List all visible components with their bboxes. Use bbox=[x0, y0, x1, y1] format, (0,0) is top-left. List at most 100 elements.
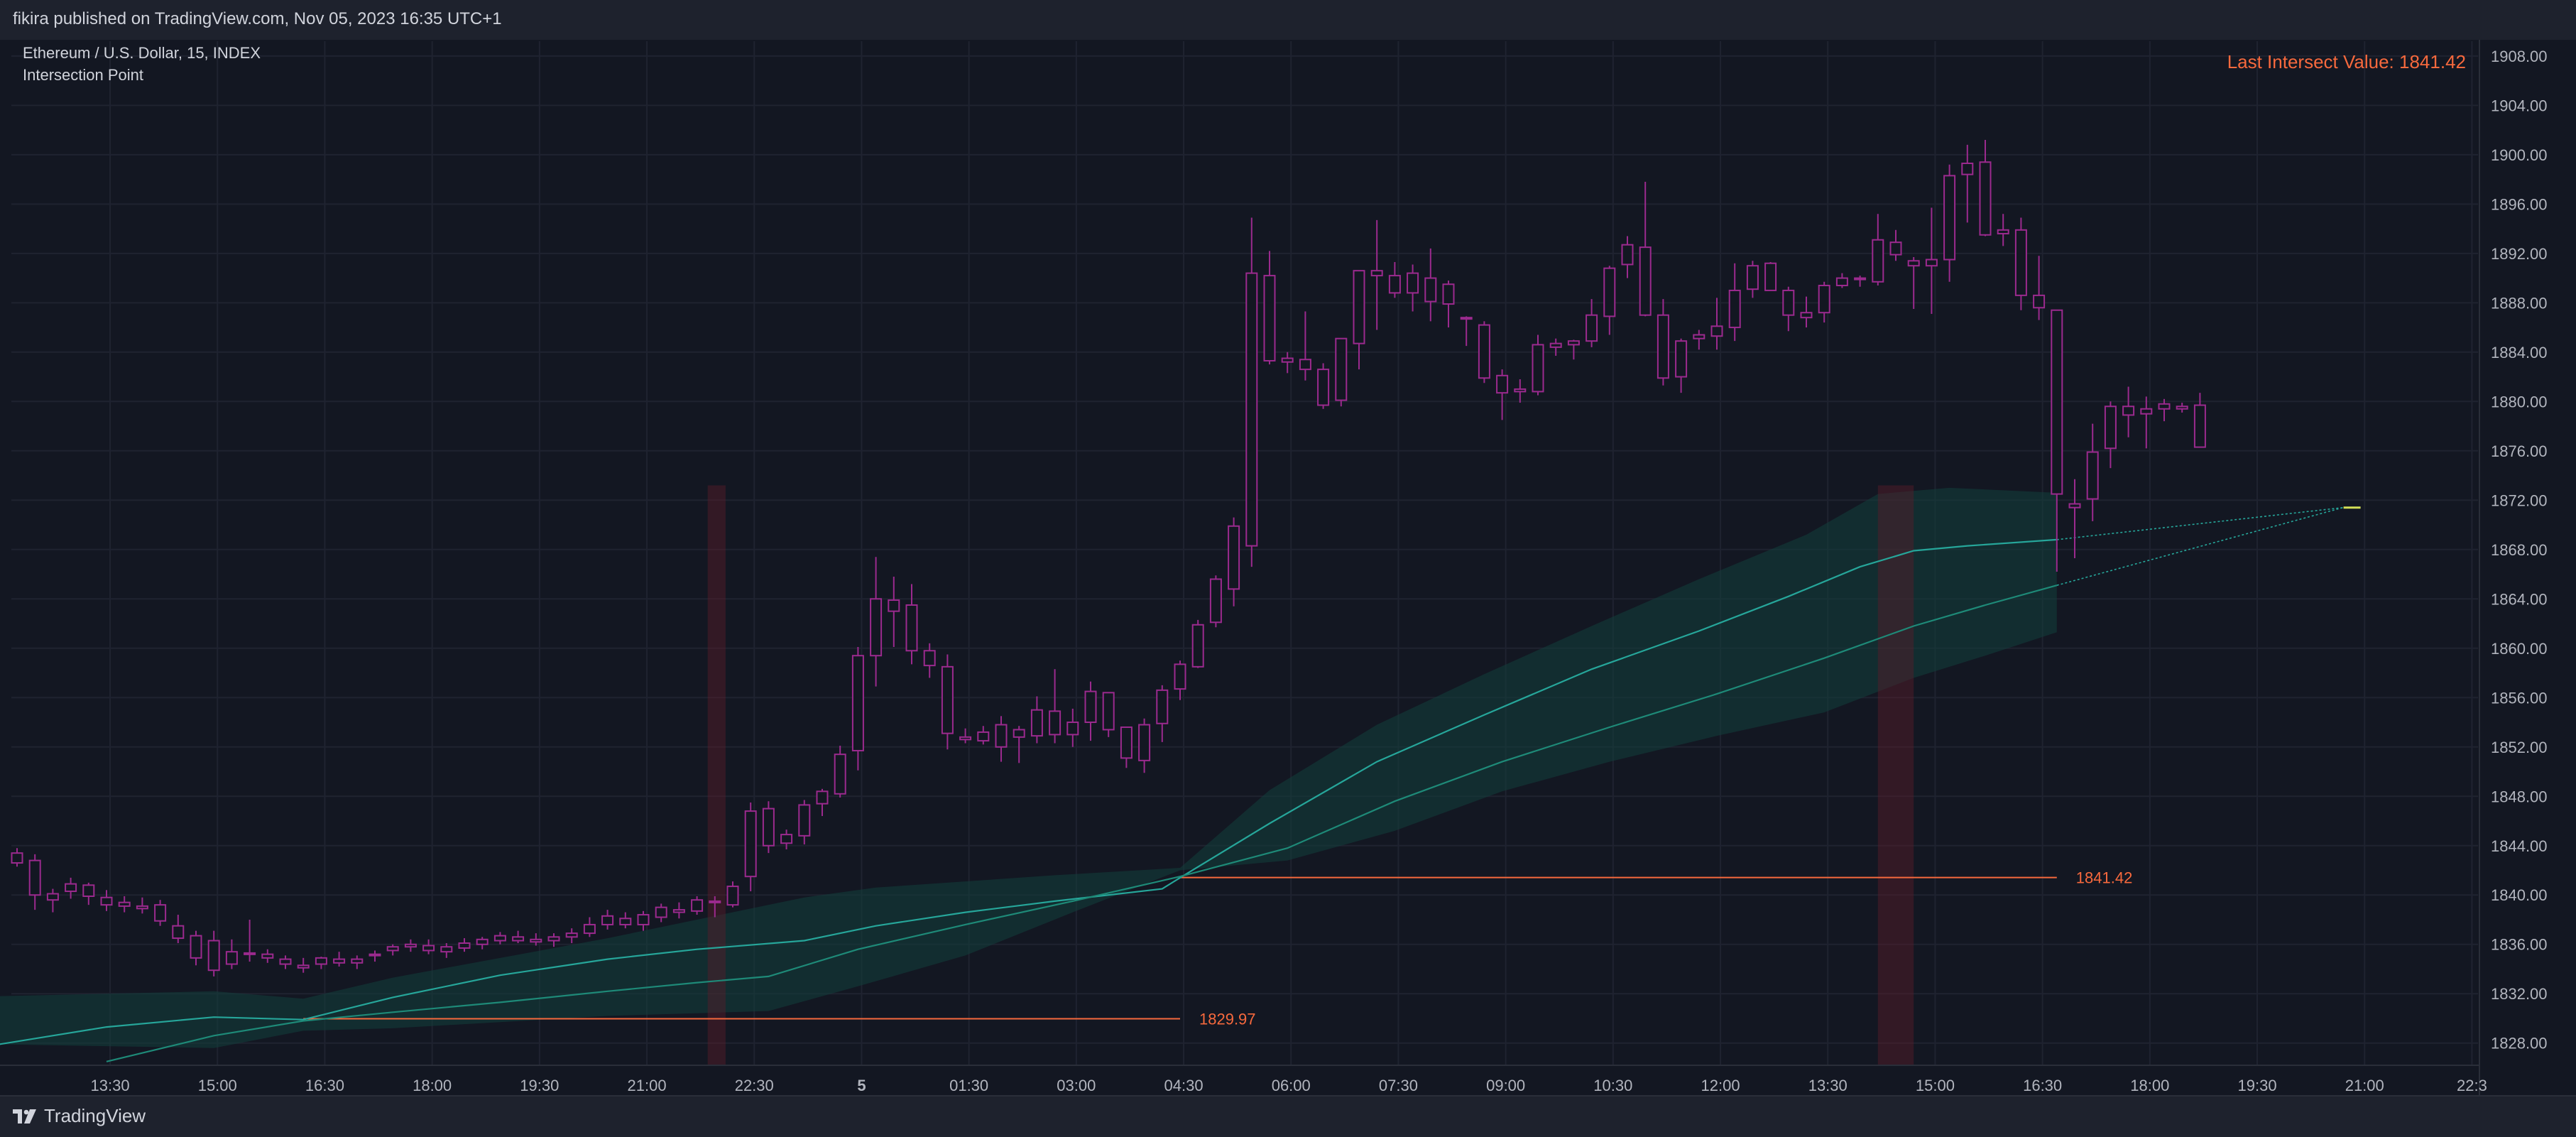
candle-body bbox=[1854, 277, 1867, 281]
time-tick-label: 5 bbox=[857, 1077, 866, 1094]
price-tick-label: 1880.00 bbox=[2491, 393, 2548, 410]
intersection-highlight bbox=[1877, 485, 1914, 1065]
candle bbox=[1657, 299, 1669, 386]
candle-body bbox=[1889, 241, 1902, 256]
candle-body bbox=[1228, 525, 1240, 590]
last-intersect-label: Last Intersect Value: 1841.42 bbox=[2227, 51, 2466, 72]
candle-body bbox=[1102, 692, 1115, 731]
candle-body bbox=[565, 932, 578, 938]
candle-body bbox=[1353, 270, 1365, 344]
candle-body bbox=[1120, 726, 1133, 759]
price-tick-label: 1872.00 bbox=[2491, 491, 2548, 509]
price-tick-label: 1828.00 bbox=[2491, 1035, 2548, 1052]
price-tick-label: 1848.00 bbox=[2491, 788, 2548, 805]
candle bbox=[493, 932, 506, 945]
time-tick-label: 22:30 bbox=[735, 1077, 774, 1094]
candle bbox=[190, 930, 202, 966]
indicator-legend[interactable]: Intersection Point bbox=[23, 66, 143, 84]
candle-body bbox=[225, 951, 238, 965]
candle-body bbox=[1639, 246, 1652, 316]
candle-body bbox=[1979, 161, 1992, 236]
time-tick-label: 06:00 bbox=[1272, 1077, 1311, 1094]
candle bbox=[1245, 217, 1258, 567]
candle-body bbox=[1800, 312, 1813, 319]
candle bbox=[279, 955, 292, 969]
candle bbox=[959, 728, 972, 744]
candle bbox=[172, 915, 185, 944]
candle bbox=[637, 910, 650, 931]
candle bbox=[905, 584, 918, 665]
candle bbox=[1907, 257, 1920, 310]
candle-body bbox=[870, 598, 883, 657]
candle bbox=[1388, 261, 1401, 298]
candle bbox=[154, 900, 167, 926]
candle bbox=[1639, 182, 1652, 317]
price-tick-label: 1852.00 bbox=[2491, 739, 2548, 756]
candle-body bbox=[1424, 277, 1437, 303]
candle-body bbox=[1782, 289, 1795, 316]
candle bbox=[1710, 298, 1723, 350]
candle bbox=[1049, 669, 1061, 744]
candle bbox=[225, 939, 238, 969]
candle bbox=[583, 917, 596, 937]
candle-body bbox=[1907, 260, 1920, 267]
tradingview-logo-icon bbox=[13, 1109, 36, 1124]
candle-body bbox=[977, 731, 990, 742]
candle-body bbox=[2051, 309, 2063, 495]
candle bbox=[315, 957, 327, 969]
intersection-level-label: 1841.42 bbox=[2076, 869, 2133, 887]
candle-body bbox=[780, 834, 793, 844]
candles bbox=[11, 139, 2206, 976]
candle bbox=[333, 952, 346, 967]
candle bbox=[762, 801, 775, 854]
candle bbox=[941, 654, 954, 750]
candle-body bbox=[1299, 359, 1311, 371]
candle-body bbox=[1675, 340, 1688, 378]
candle bbox=[1191, 619, 1204, 668]
candle-body bbox=[2068, 503, 2081, 508]
time-tick-label: 13:30 bbox=[91, 1077, 130, 1094]
candle-body bbox=[82, 884, 95, 897]
candle-body bbox=[1997, 229, 2009, 235]
candle-body bbox=[1567, 340, 1580, 346]
price-tick-label: 1868.00 bbox=[2491, 541, 2548, 559]
candle bbox=[386, 944, 399, 956]
candle bbox=[1174, 660, 1186, 700]
time-tick-label: 16:30 bbox=[2023, 1077, 2062, 1094]
candle bbox=[923, 643, 936, 678]
candle-body bbox=[798, 804, 811, 837]
candle bbox=[476, 937, 489, 950]
time-tick-label: 16:30 bbox=[305, 1077, 344, 1094]
time-tick-label: 21:00 bbox=[628, 1077, 667, 1094]
symbol-legend[interactable]: Ethereum / U.S. Dollar, 15, INDEX bbox=[23, 44, 261, 62]
candle bbox=[726, 881, 739, 908]
candle bbox=[2176, 403, 2188, 413]
candle-body bbox=[1335, 337, 1348, 401]
candle bbox=[512, 930, 525, 944]
candle-body bbox=[1746, 265, 1759, 290]
candle bbox=[530, 933, 542, 946]
candle bbox=[2104, 401, 2117, 469]
time-tick-label: 10:30 bbox=[1593, 1077, 1632, 1094]
candle bbox=[655, 903, 667, 923]
candle bbox=[888, 577, 900, 648]
candle-body bbox=[65, 883, 77, 893]
candle-body bbox=[1191, 624, 1204, 668]
time-tick-label: 13:30 bbox=[1808, 1077, 1848, 1094]
candle bbox=[261, 949, 274, 963]
candle bbox=[440, 943, 453, 958]
candle bbox=[404, 939, 417, 952]
candle-body bbox=[369, 953, 381, 957]
candle bbox=[1835, 273, 1848, 288]
candle-body bbox=[11, 852, 23, 864]
candle bbox=[2193, 393, 2206, 448]
candle bbox=[422, 939, 435, 954]
candle-body bbox=[172, 925, 185, 940]
candle-body bbox=[244, 952, 256, 955]
candle bbox=[1782, 286, 1795, 332]
candle bbox=[1424, 248, 1437, 322]
tradingview-logo[interactable]: TradingView bbox=[13, 1105, 146, 1127]
price-tick-label: 1904.00 bbox=[2491, 97, 2548, 114]
time-tick-label: 09:00 bbox=[1486, 1077, 1525, 1094]
